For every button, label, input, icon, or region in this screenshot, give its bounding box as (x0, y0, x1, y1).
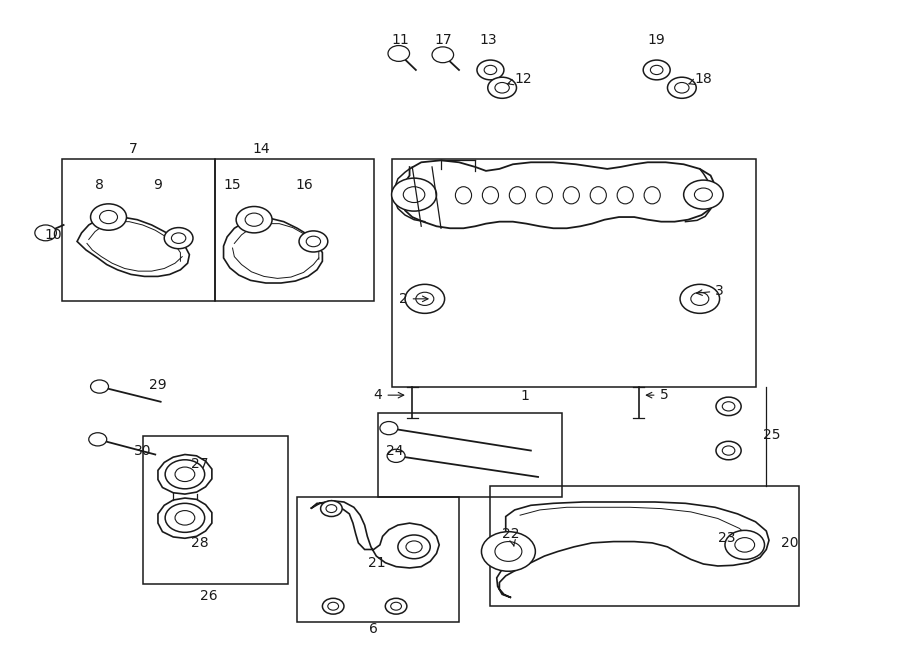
Circle shape (236, 206, 272, 233)
Text: 17: 17 (435, 33, 453, 48)
Text: 22: 22 (502, 527, 520, 546)
Bar (491, 486, 798, 606)
Circle shape (89, 433, 107, 446)
Circle shape (380, 422, 398, 435)
Circle shape (725, 530, 764, 559)
Circle shape (482, 531, 536, 571)
Circle shape (432, 47, 454, 63)
Text: 12: 12 (508, 71, 533, 85)
Text: 27: 27 (192, 457, 209, 471)
Text: 4: 4 (374, 388, 404, 402)
Polygon shape (223, 218, 322, 283)
Circle shape (644, 60, 670, 80)
Bar (143, 436, 288, 584)
Text: 29: 29 (149, 377, 166, 391)
Bar (392, 159, 755, 387)
Circle shape (477, 60, 504, 80)
Polygon shape (158, 498, 211, 538)
Text: 1: 1 (520, 389, 529, 403)
Circle shape (322, 598, 344, 614)
Circle shape (165, 460, 204, 488)
Text: 24: 24 (385, 444, 403, 457)
Polygon shape (158, 455, 211, 494)
Text: 15: 15 (224, 178, 241, 192)
Bar (378, 413, 562, 496)
Text: 3: 3 (697, 284, 724, 298)
Polygon shape (310, 500, 439, 568)
Bar (214, 159, 374, 301)
Circle shape (387, 449, 405, 463)
Text: 19: 19 (648, 33, 666, 48)
Bar (62, 159, 214, 301)
Circle shape (385, 598, 407, 614)
Text: 5: 5 (646, 388, 668, 402)
Text: 20: 20 (781, 536, 798, 550)
Circle shape (392, 178, 436, 211)
Circle shape (405, 284, 445, 313)
Circle shape (164, 227, 193, 249)
Text: 13: 13 (480, 33, 498, 48)
Polygon shape (402, 161, 716, 228)
Circle shape (91, 204, 127, 230)
Text: 30: 30 (134, 444, 151, 457)
Circle shape (398, 535, 430, 559)
Text: 9: 9 (154, 178, 162, 192)
Circle shape (91, 380, 109, 393)
Circle shape (388, 46, 410, 61)
Circle shape (299, 231, 328, 252)
Text: 28: 28 (192, 536, 209, 550)
Text: 18: 18 (688, 71, 712, 85)
Circle shape (320, 500, 342, 516)
Text: 14: 14 (253, 142, 270, 156)
Circle shape (488, 77, 517, 98)
Circle shape (716, 397, 742, 416)
Text: 2: 2 (399, 292, 428, 306)
Text: 21: 21 (367, 556, 385, 570)
Text: 11: 11 (392, 33, 410, 48)
Text: 7: 7 (130, 142, 138, 156)
Circle shape (680, 284, 720, 313)
Polygon shape (497, 502, 769, 598)
Circle shape (35, 225, 57, 241)
Circle shape (716, 442, 742, 460)
Text: 16: 16 (295, 178, 313, 192)
Text: 25: 25 (763, 428, 780, 442)
Polygon shape (77, 217, 189, 276)
Circle shape (668, 77, 697, 98)
Circle shape (684, 180, 724, 209)
Text: 10: 10 (44, 228, 61, 242)
Text: 6: 6 (369, 621, 378, 636)
Text: 23: 23 (718, 531, 735, 545)
Text: 8: 8 (95, 178, 104, 192)
Bar (297, 496, 459, 622)
Text: 26: 26 (201, 589, 218, 603)
Circle shape (165, 503, 204, 532)
